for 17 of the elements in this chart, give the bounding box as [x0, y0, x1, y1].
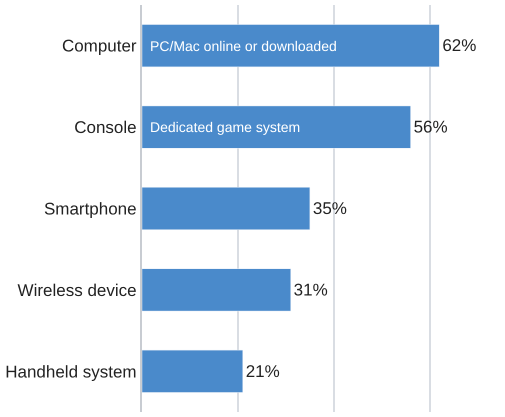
y-tick-label: Smartphone: [44, 199, 137, 218]
y-tick-label: Console: [74, 118, 137, 138]
data-label: 56%: [414, 118, 448, 137]
annotation: PC/Mac online or downloaded: [150, 38, 337, 54]
data-label: 31%: [294, 280, 328, 300]
bar: [142, 24, 440, 68]
data-label: 35%: [312, 199, 347, 218]
bar: [142, 268, 291, 312]
data-label: 21%: [246, 362, 280, 381]
bar: [142, 106, 411, 149]
bar: [142, 350, 243, 393]
bar: [142, 187, 310, 230]
y-tick-label: Wireless device: [18, 280, 137, 300]
y-tick-label: Handheld system: [5, 362, 137, 382]
annotation: Dedicated game system: [150, 119, 300, 135]
data-label: 62%: [442, 36, 476, 56]
y-tick-label: Computer: [62, 36, 137, 56]
